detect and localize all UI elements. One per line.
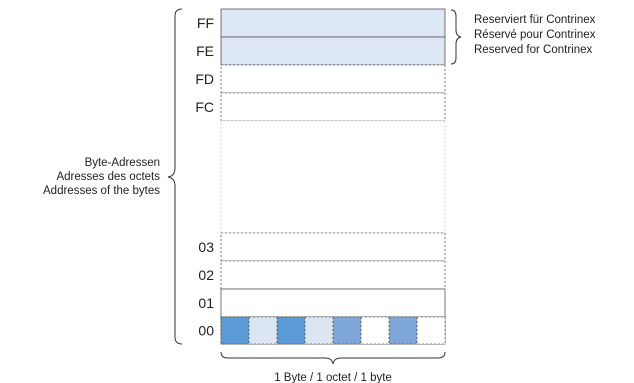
address-label-fd: FD	[195, 71, 214, 87]
byte-address-label-en: Addresses of the bytes	[43, 185, 160, 197]
memory-row-fd	[220, 64, 446, 94]
memory-row-ff	[220, 8, 446, 38]
address-label-01: 01	[198, 295, 214, 311]
byte-width-label: 1 Byte / 1 octet / 1 byte	[274, 372, 392, 383]
address-label-ff: FF	[197, 15, 214, 31]
bit-cell	[248, 316, 278, 345]
reserved-note-de: Reserviert für Contrinex	[474, 14, 596, 26]
bit-cell	[220, 316, 250, 345]
memory-row-03	[220, 232, 446, 262]
address-label-02: 02	[198, 267, 214, 283]
bit-cell	[332, 316, 362, 345]
memory-row-02	[220, 260, 446, 290]
memory-gap	[220, 120, 446, 234]
memory-rows	[220, 8, 446, 345]
reserved-brace	[450, 9, 462, 65]
bit-cell	[360, 316, 390, 345]
address-label-fc: FC	[195, 99, 214, 115]
address-label-00: 00	[198, 323, 214, 339]
byte-width-brace	[220, 351, 446, 365]
memory-row-01	[220, 288, 446, 318]
bit-cell	[304, 316, 334, 345]
byte-address-label-fr: Adresses des octets	[56, 171, 160, 183]
reserved-note-en: Reserved for Contrinex	[474, 44, 592, 56]
bit-cells	[220, 316, 446, 345]
byte-address-brace	[167, 8, 183, 345]
address-label-03: 03	[198, 239, 214, 255]
memory-row-fe	[220, 36, 446, 66]
address-labels: FF FE FD FC 03 02 01 00	[195, 15, 214, 339]
bit-cell	[416, 316, 446, 345]
bit-cell	[388, 316, 418, 345]
memory-row-fc	[220, 92, 446, 122]
reserved-note-fr: Réservé pour Contrinex	[474, 29, 596, 41]
byte-address-label-de: Byte-Adressen	[85, 157, 160, 169]
bit-cell	[276, 316, 306, 345]
address-label-fe: FE	[196, 43, 214, 59]
